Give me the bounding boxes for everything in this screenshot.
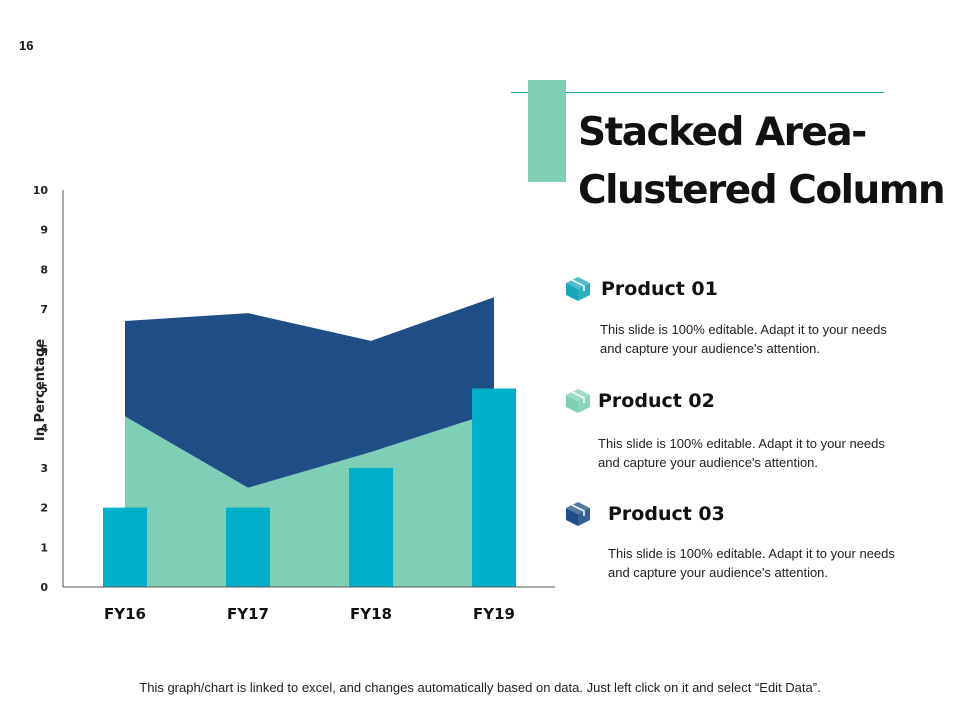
x-tick-label: FY16 [104, 605, 146, 623]
y-tick-label: 7 [40, 303, 48, 316]
product-description: This slide is 100% editable. Adapt it to… [600, 322, 887, 356]
y-tick-label: 1 [40, 541, 48, 554]
product-name: Product 02 [598, 390, 715, 412]
title-line-1: Stacked Area- [578, 110, 867, 155]
area-series-1 [125, 412, 494, 587]
column-bar-fy17 [226, 507, 270, 587]
column-bar-fy16 [103, 507, 147, 587]
x-tick-label: FY19 [473, 605, 515, 623]
y-tick-label: 6 [40, 343, 48, 356]
title-rule [511, 92, 884, 93]
y-tick-label: 9 [40, 224, 48, 237]
y-tick-label: 5 [40, 383, 48, 396]
cube-icon [566, 502, 590, 526]
y-tick-label: 4 [40, 422, 48, 435]
title-accent-bar [528, 80, 566, 182]
stacked-area-column-chart: 0 1 2 3 4 5 6 7 8 9 10 In Percentage FY16 FY17 FY18 FY1… [33, 184, 555, 623]
y-tick-label: 2 [40, 502, 48, 515]
y-tick-label: 10 [33, 184, 49, 197]
column-bar-fy18 [349, 467, 393, 587]
y-tick-label: 3 [40, 462, 48, 475]
product-description: This slide is 100% editable. Adapt it to… [598, 436, 885, 470]
area-series-2 [125, 297, 494, 488]
y-tick-label: 0 [40, 581, 48, 594]
product-name: Product 03 [608, 503, 725, 525]
column-bar-fy19 [472, 388, 516, 587]
x-tick-label: FY17 [227, 605, 269, 623]
product-description: This slide is 100% editable. Adapt it to… [608, 546, 895, 580]
y-tick-label: 8 [40, 263, 48, 276]
footer-note: This graph/chart is linked to excel, and… [139, 680, 821, 695]
cube-icon [566, 277, 590, 301]
product-name: Product 01 [601, 278, 718, 300]
slide-number: 16 [19, 38, 34, 53]
x-tick-label: FY18 [350, 605, 392, 623]
cube-icon [566, 389, 590, 413]
y-axis-label: In Percentage [33, 339, 48, 441]
title-line-2: Clustered Column [578, 168, 946, 213]
slide-title: Stacked Area- Clustered Column [578, 104, 958, 220]
